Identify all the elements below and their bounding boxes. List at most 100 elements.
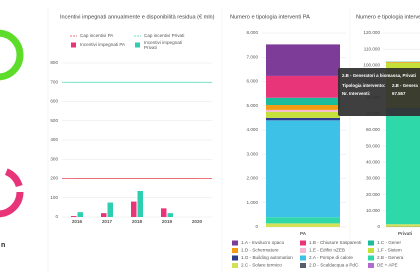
bar-segment xyxy=(266,111,340,118)
y-tick-label: 800 xyxy=(50,60,58,65)
x-tick-label: 2017 xyxy=(102,219,113,224)
legend-label: 1.C - Gener xyxy=(377,240,401,245)
legend-label: Cap incentivi PA xyxy=(80,33,114,38)
bar-segment xyxy=(266,223,340,227)
bar-segment xyxy=(266,109,340,112)
y-tick-label: 5.000 xyxy=(247,103,259,108)
y-tick-label: 50.000 xyxy=(366,143,380,148)
bar xyxy=(107,202,113,217)
legend-label: 2.A - Pompe di calore xyxy=(309,255,353,260)
y-tick-label: 500 xyxy=(50,118,58,123)
y-tick-label: 100.000 xyxy=(363,63,380,68)
y-tick-label: 8.000 xyxy=(247,30,259,35)
chart-title: Numero e tipologia interventi Privati xyxy=(356,14,420,20)
legend-swatch xyxy=(368,263,374,268)
legend-swatch xyxy=(232,240,238,246)
bar-segment xyxy=(386,224,420,227)
bar xyxy=(167,213,173,217)
donut xyxy=(0,166,24,218)
legend-label: 1.A - Involucro opaco xyxy=(241,240,285,245)
chart-title: Incentivi impegnati annualmente e dispon… xyxy=(60,14,215,20)
legend-label: 1.E - Edifici nZEB xyxy=(309,248,345,253)
bar xyxy=(101,213,107,217)
legend-swatch xyxy=(232,255,238,261)
bar-segment xyxy=(266,117,340,121)
y-tick-label: 300 xyxy=(50,156,58,161)
legend-label: 1.D - Schermature xyxy=(241,248,279,253)
legend-label: 1.B - Chiusure trasparenti xyxy=(309,240,361,245)
y-tick-label: 3.000 xyxy=(247,151,259,156)
y-tick-label: 600 xyxy=(50,99,58,104)
legend-swatch xyxy=(300,263,306,268)
y-tick-label: 100 xyxy=(50,195,58,200)
bar xyxy=(77,212,83,217)
legend-swatch xyxy=(135,42,140,48)
donut xyxy=(0,29,24,81)
bar-segment xyxy=(386,61,420,63)
y-tick-label: 6.000 xyxy=(247,79,259,84)
bar-segment xyxy=(386,115,420,225)
tooltip-value: 67.557 xyxy=(392,91,406,96)
y-tick-label: 40.000 xyxy=(366,160,380,165)
y-tick-label: 2.000 xyxy=(247,176,259,181)
x-tick-label: 2018 xyxy=(132,219,143,224)
y-tick-label: 200 xyxy=(50,176,58,181)
tooltip-label: Tipologia intervento: xyxy=(342,83,386,88)
legend-label: 2.C - Solare termico xyxy=(241,263,282,268)
y-tick-label: 120.000 xyxy=(363,30,380,35)
y-tick-label: 0 xyxy=(55,214,58,219)
legend-swatch xyxy=(368,240,374,246)
legend-swatch xyxy=(71,42,76,48)
legend-swatch xyxy=(232,263,238,268)
legend-swatch xyxy=(368,255,374,261)
legend-swatch xyxy=(232,248,238,253)
y-tick-label: 4.000 xyxy=(247,127,259,132)
legend-label-line: Incentivi impegnati xyxy=(144,40,182,45)
y-tick-label: 700 xyxy=(50,79,58,84)
bar-segment xyxy=(266,217,340,224)
bar xyxy=(161,208,167,217)
x-tick-label: 2020 xyxy=(192,219,203,224)
bar-segment xyxy=(266,105,340,110)
legend-label-line: Privati xyxy=(144,45,157,50)
legend-swatch xyxy=(300,248,306,253)
y-tick-label: 400 xyxy=(50,137,58,142)
legend-label: 2.D - Scaldacqua a PdC xyxy=(309,263,359,268)
bar-segment xyxy=(266,120,340,218)
tooltip-label: Nr. Interventi: xyxy=(342,91,371,96)
y-tick-label: 10.000 xyxy=(366,208,380,213)
legend-label: Incentivi impegnati PA xyxy=(80,42,126,47)
bar xyxy=(71,216,77,217)
legend-label: 1.F - Sistem xyxy=(377,248,402,253)
y-tick-label: 110.000 xyxy=(364,46,381,51)
y-tick-label: 7.000 xyxy=(247,54,259,59)
y-tick-label: 0 xyxy=(377,224,380,229)
bar-segment xyxy=(266,97,340,106)
chart-title: Numero e tipologia interventi PA xyxy=(230,14,310,20)
legend-label: 1.G - Building automation xyxy=(241,255,293,260)
legend-label: 2.B - Genera xyxy=(377,255,404,260)
tooltip-title: 2.B - Generatori a biomassa, Privati xyxy=(342,73,416,78)
bar-segment xyxy=(266,75,340,98)
bar xyxy=(137,191,143,217)
legend-label: Cap incentivi Privati xyxy=(144,33,184,38)
x-tick-label: Privati xyxy=(398,231,412,236)
x-tick-label: 2016 xyxy=(72,219,83,224)
legend-swatch xyxy=(300,240,306,246)
bar xyxy=(131,201,137,217)
x-tick-label: 2019 xyxy=(162,219,173,224)
tooltip-value: 2.B - Genera xyxy=(392,83,418,88)
y-tick-label: 0 xyxy=(255,224,258,229)
x-tick-label: PA xyxy=(300,231,307,236)
tooltip xyxy=(338,68,420,116)
y-tick-label: 30.000 xyxy=(366,176,380,181)
legend-label: DE + APE xyxy=(377,263,398,268)
panel-label: n xyxy=(1,242,5,249)
legend-swatch xyxy=(368,248,374,253)
legend-label: Incentivi impegnati Privati xyxy=(144,40,182,50)
y-tick-label: 20.000 xyxy=(366,192,380,197)
bar-segment xyxy=(266,44,340,76)
y-tick-label: 1.000 xyxy=(247,200,259,205)
y-tick-label: 60.000 xyxy=(366,127,380,132)
